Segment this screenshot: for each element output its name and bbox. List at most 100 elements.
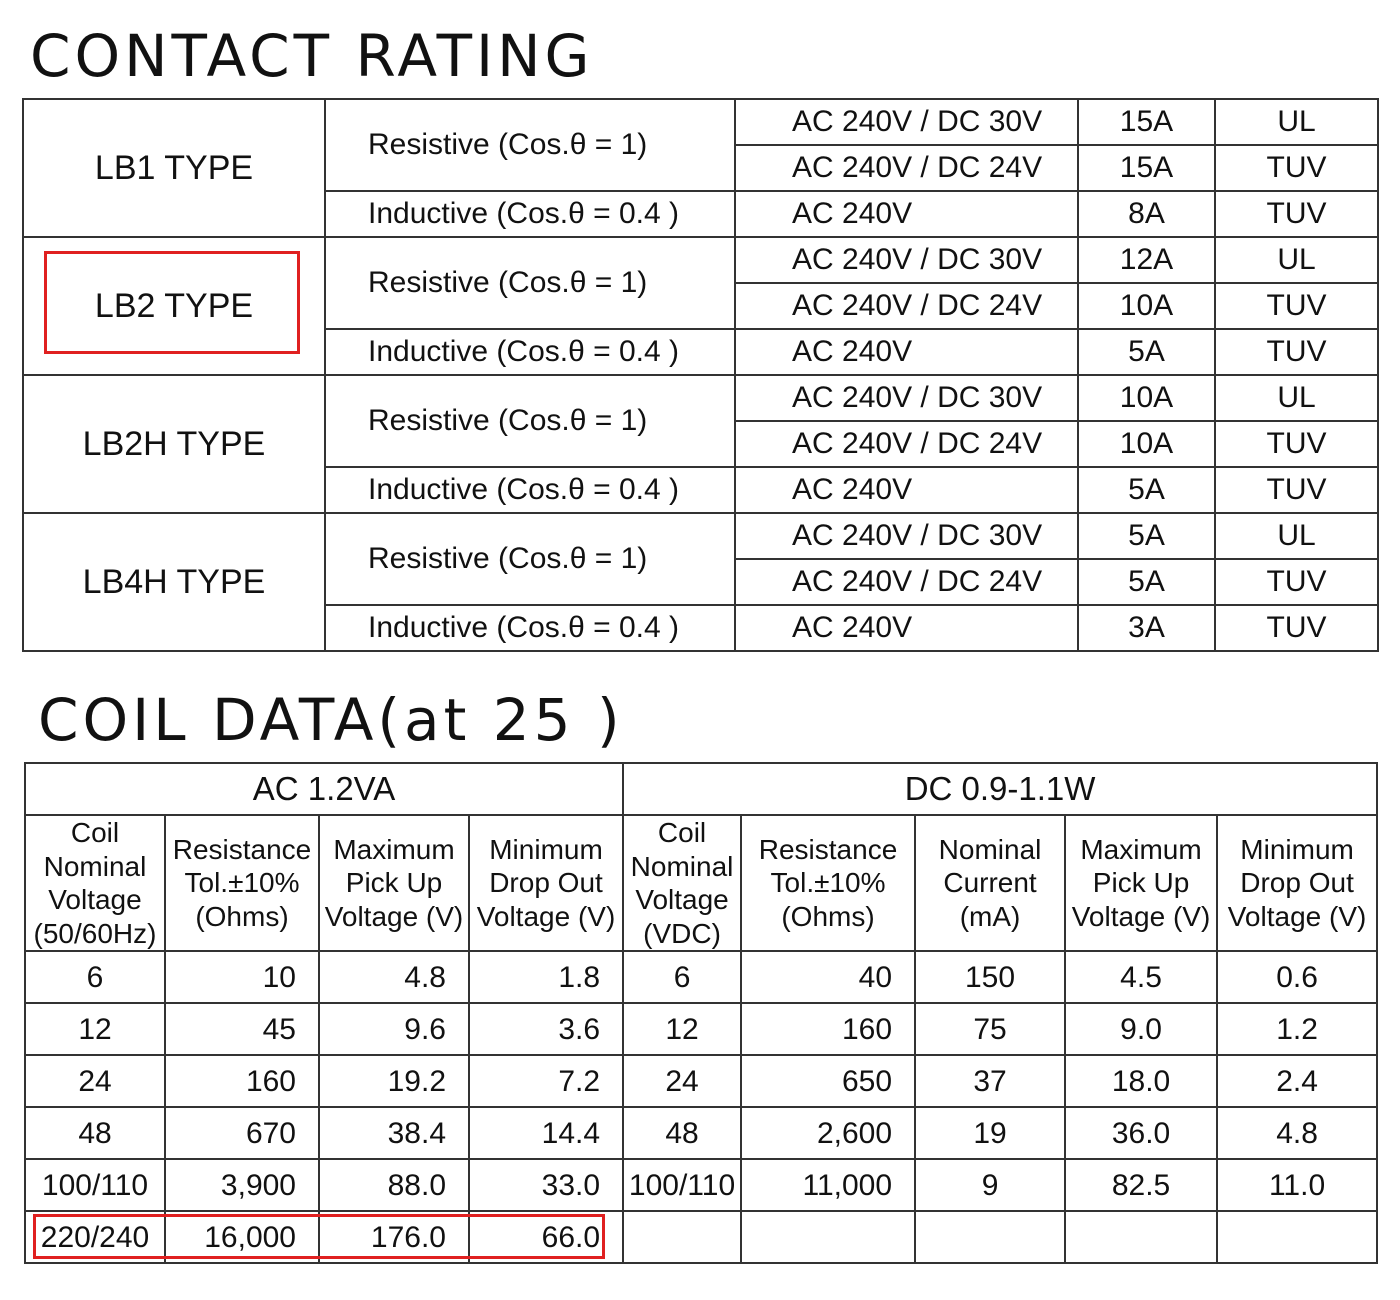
ac-value-cell: 3,900 [164,1158,320,1213]
ac-value-cell: 160 [164,1054,320,1109]
dc-value-cell: 24 [622,1054,743,1109]
ac-value-cell: 16,000 [164,1210,320,1265]
contact-row: LB2H TYPE Resistive (Cos.θ = 1) AC 240V / … [22,374,1379,514]
current-cell: 5A [1077,466,1216,514]
dc-group-header: DC 0.9-1.1W [622,762,1379,816]
certification-cell: UL [1214,236,1379,284]
current-cell: 5A [1077,558,1216,606]
contact-rating-heading: CONTACT RATING [30,22,594,90]
dc-value-cell: 4.8 [1216,1106,1379,1161]
ac-value-cell: 38.4 [318,1106,470,1161]
contact-row: LB4H TYPE Resistive (Cos.θ = 1) AC 240V / … [22,512,1379,652]
dc-column-header: Resistance Tol.±10% (Ohms) [740,813,917,953]
dc-value-cell [740,1210,917,1265]
dc-value-cell: 11,000 [740,1158,917,1213]
contact-row: AC 240V / DC 24V 15A TUV [23,144,1379,192]
dc-value-cell: 37 [914,1054,1067,1109]
contact-row: Inductive (Cos.θ = 0.4 ) AC 240V 5A TUV [23,466,1379,514]
current-cell: 10A [1077,420,1216,468]
voltage-cell: AC 240V / DC 30V [734,98,1079,146]
voltage-cell: AC 240V / DC 24V [734,144,1079,192]
resistive-load-cell: Resistive (Cos.θ = 1) [324,236,736,330]
certification-cell: TUV [1214,328,1379,376]
certification-cell: TUV [1214,466,1379,514]
dc-value-cell: 75 [914,1002,1067,1057]
dc-value-cell: 11.0 [1216,1158,1379,1213]
certification-cell: UL [1214,374,1379,422]
certification-cell: TUV [1214,190,1379,238]
relay-type-cell: LB4H TYPE [22,512,326,652]
contact-row: LB1 TYPE Resistive (Cos.θ = 1) AC 240V / D… [22,98,1379,238]
coil-data-row: 24 160 19.2 7.2 24 650 37 18.0 2.4 [24,1054,1379,1109]
certification-cell: TUV [1214,282,1379,330]
dc-value-cell: 650 [740,1054,917,1109]
current-cell: 5A [1077,512,1216,560]
ac-value-cell: 33.0 [467,1158,625,1213]
ac-column-header: Maximum Pick Up Voltage (V) [318,813,470,953]
dc-value-cell: 40 [740,950,917,1005]
ac-value-cell: 9.6 [318,1002,470,1057]
dc-value-cell: 6 [622,950,743,1005]
ac-value-cell: 3.6 [467,1002,625,1057]
dc-value-cell [1064,1210,1219,1265]
current-cell: 10A [1077,374,1216,422]
ac-value-cell: 220/240 [24,1210,166,1265]
voltage-cell: AC 240V [734,328,1079,376]
dc-value-cell: 82.5 [1064,1158,1219,1213]
contact-row: AC 240V / DC 24V 10A TUV [23,282,1379,330]
contact-row: AC 240V / DC 24V 5A TUV [23,558,1379,606]
current-cell: 10A [1077,282,1216,330]
voltage-cell: AC 240V [734,466,1079,514]
voltage-cell: AC 240V / DC 30V [734,236,1079,284]
coil-data-row: 12 45 9.6 3.6 12 160 75 9.0 1.2 [24,1002,1379,1057]
dc-value-cell: 12 [622,1002,743,1057]
ac-column-header: Coil Nominal Voltage (50/60Hz) [24,813,166,953]
voltage-cell: AC 240V / DC 30V [734,374,1079,422]
certification-cell: TUV [1214,604,1379,652]
resistive-load-cell: Resistive (Cos.θ = 1) [324,98,736,192]
resistive-load-cell: Resistive (Cos.θ = 1) [324,512,736,606]
coil-data-row: 220/240 16,000 176.0 66.0 [24,1210,1379,1265]
dc-value-cell: 19 [914,1106,1067,1161]
dc-value-cell: 2.4 [1216,1054,1379,1109]
ac-220-240-row-highlight-box [33,1214,605,1259]
current-cell: 5A [1077,328,1216,376]
dc-value-cell: 150 [914,950,1067,1005]
ac-value-cell: 10 [164,950,320,1005]
dc-column-header: Nominal Current (mA) [914,813,1067,953]
dc-value-cell: 2,600 [740,1106,917,1161]
dc-value-cell [1216,1210,1379,1265]
current-cell: 15A [1077,144,1216,192]
ac-value-cell: 88.0 [318,1158,470,1213]
dc-column-header: Maximum Pick Up Voltage (V) [1064,813,1219,953]
dc-value-cell: 160 [740,1002,917,1057]
ac-value-cell: 12 [24,1002,166,1057]
contact-row: Inductive (Cos.θ = 0.4 ) AC 240V 8A TUV [23,190,1379,238]
resistive-load-cell: Resistive (Cos.θ = 1) [324,374,736,468]
contact-row: Inductive (Cos.θ = 0.4 ) AC 240V 5A TUV [23,328,1379,376]
certification-cell: TUV [1214,420,1379,468]
dc-value-cell: 9.0 [1064,1002,1219,1057]
coil-column-header-row: Coil Nominal Voltage (50/60Hz) Resistance… [24,813,1379,953]
current-cell: 8A [1077,190,1216,238]
ac-value-cell: 66.0 [467,1210,625,1265]
ac-value-cell: 176.0 [318,1210,470,1265]
dc-value-cell: 48 [622,1106,743,1161]
voltage-cell: AC 240V [734,190,1079,238]
coil-data-row: 100/110 3,900 88.0 33.0 100/110 11,000 9 82.5 11… [24,1158,1379,1213]
dc-value-cell: 9 [914,1158,1067,1213]
current-cell: 15A [1077,98,1216,146]
voltage-cell: AC 240V / DC 24V [734,420,1079,468]
coil-data-heading: COIL DATA(at 25 ) [38,686,624,754]
coil-data-row: 6 10 4.8 1.8 6 40 150 4.5 0.6 [24,950,1379,1005]
ac-value-cell: 24 [24,1054,166,1109]
coil-data-table: AC 1.2VA DC 0.9-1.1W Coil Nominal Voltag… [23,762,1379,1265]
ac-column-header: Minimum Drop Out Voltage (V) [467,813,625,953]
inductive-load-cell: Inductive (Cos.θ = 0.4 ) [324,466,736,514]
relay-type-cell: LB2H TYPE [22,374,326,514]
dc-value-cell [622,1210,743,1265]
dc-value-cell [914,1210,1067,1265]
ac-value-cell: 19.2 [318,1054,470,1109]
ac-group-header: AC 1.2VA [23,762,625,816]
dc-value-cell: 1.2 [1216,1002,1379,1057]
